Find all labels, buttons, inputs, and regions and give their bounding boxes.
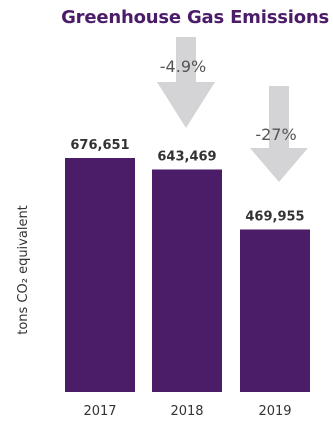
x-tick-label-2018: 2018 xyxy=(170,404,203,419)
bar-2017 xyxy=(65,158,135,392)
bar-2018 xyxy=(152,169,222,392)
chart-title: Greenhouse Gas Emissions xyxy=(61,7,329,28)
down-arrow-2019 xyxy=(250,86,308,182)
x-tick-label-2019: 2019 xyxy=(258,404,291,419)
bar-2019 xyxy=(240,229,310,392)
y-axis-label: tons CO₂ equivalent xyxy=(16,205,31,335)
down-arrow-2018 xyxy=(157,37,215,128)
value-label-2018: 643,469 xyxy=(157,149,216,164)
value-label-2017: 676,651 xyxy=(70,138,129,153)
value-label-2019: 469,955 xyxy=(245,209,304,224)
change-label-2018: -4.9% xyxy=(160,57,206,76)
change-label-2019: -27% xyxy=(255,125,296,144)
x-tick-label-2017: 2017 xyxy=(83,404,116,419)
